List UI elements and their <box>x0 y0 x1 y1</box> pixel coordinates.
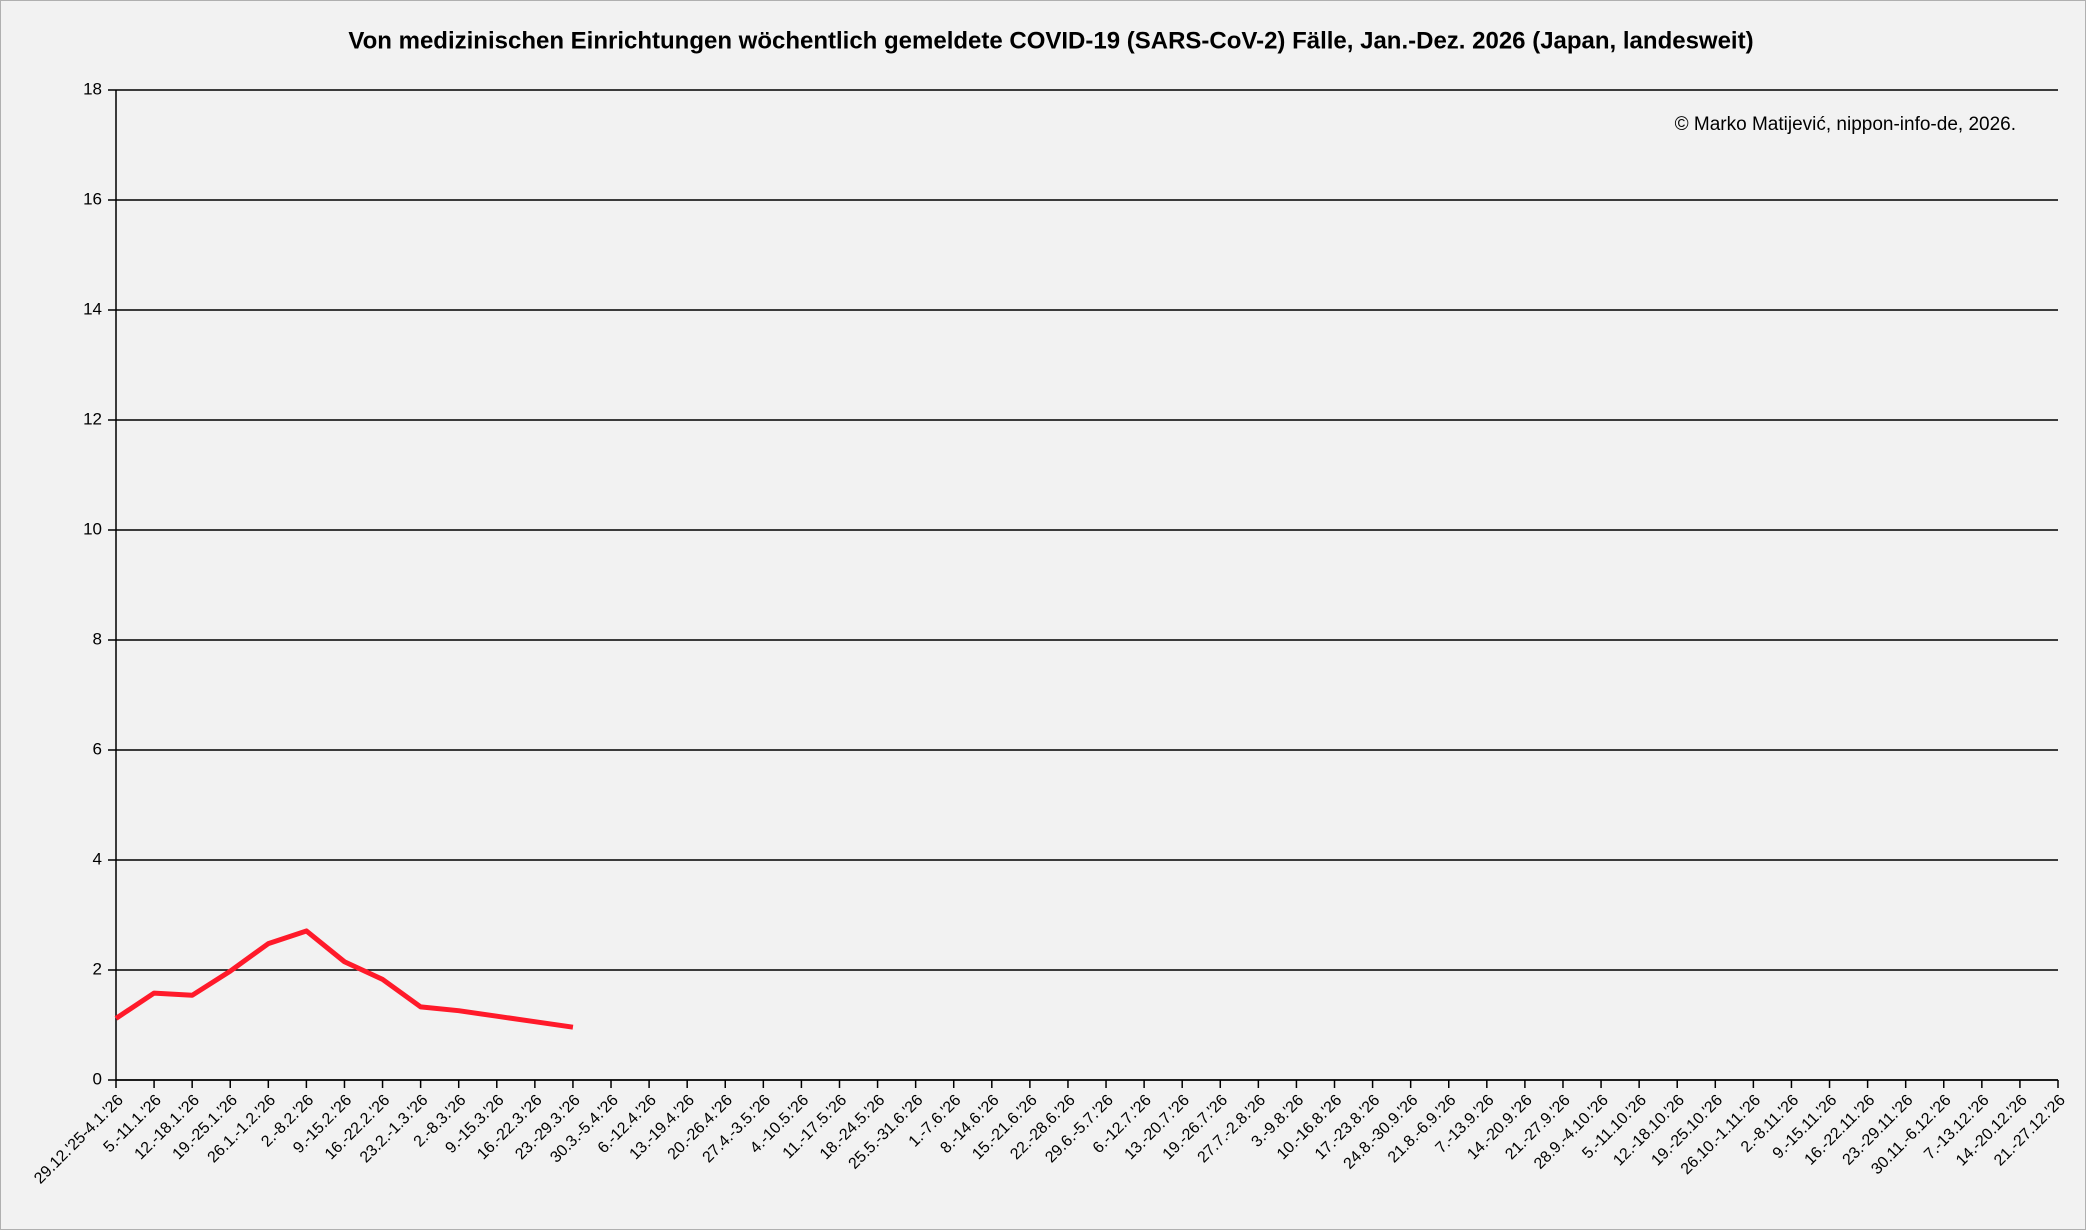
y-tick-label: 14 <box>83 299 102 318</box>
y-tick-label: 12 <box>83 409 102 428</box>
annotation: © Marko Matijević, nippon-info-de, 2026. <box>1675 114 2016 135</box>
y-tick-label: 16 <box>83 189 102 208</box>
y-tick-label: 4 <box>93 849 102 868</box>
y-tick-label: 10 <box>83 519 102 538</box>
line-series <box>114 928 574 1030</box>
y-tick-label: 2 <box>93 959 102 978</box>
y-tick-label: 0 <box>93 1069 102 1088</box>
chart-title: Von medizinischen Einrichtungen wöchentl… <box>348 27 1753 54</box>
y-tick-label: 18 <box>83 79 102 98</box>
y-tick-label: 6 <box>93 739 102 758</box>
y-tick-label: 8 <box>93 629 102 648</box>
